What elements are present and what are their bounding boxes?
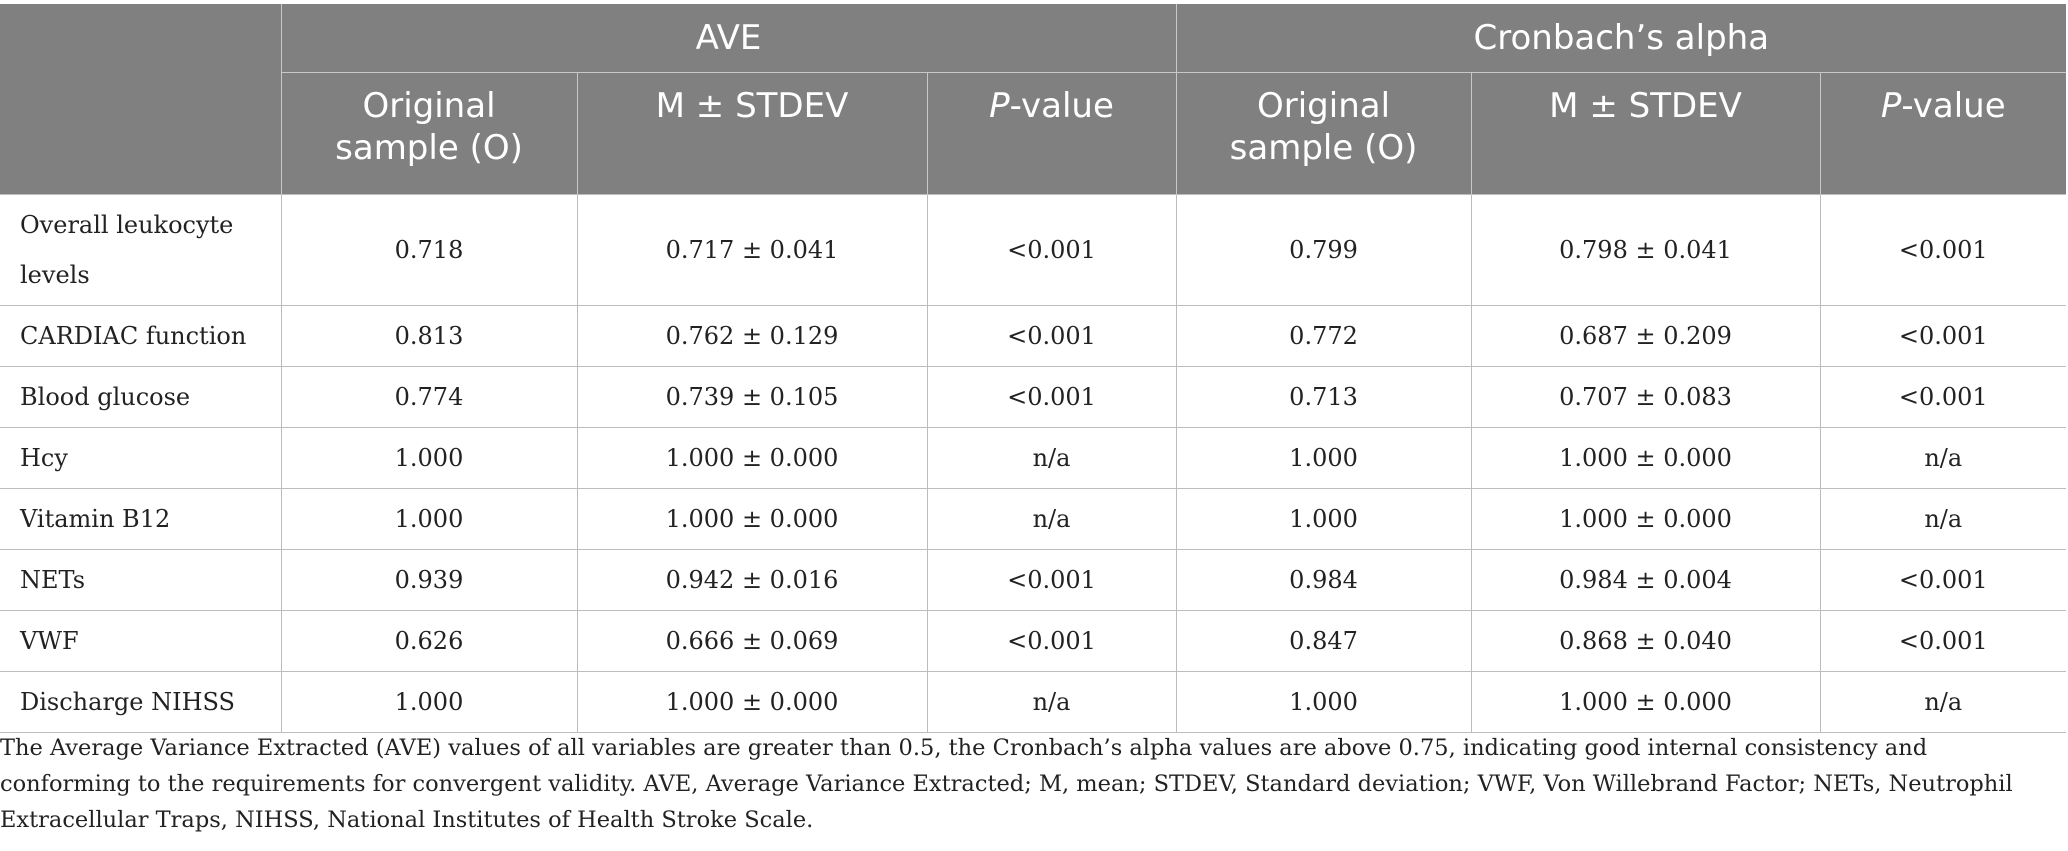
alpha-original-value: 0.772: [1175, 305, 1472, 367]
table-row: Blood glucose 0.774 0.739 ± 0.105 <0.001…: [0, 366, 2067, 428]
header-original-line1: Original: [362, 86, 496, 126]
ave-mean-stdev-value: 0.666 ± 0.069: [576, 610, 928, 672]
alpha-p-value: <0.001: [1819, 610, 2067, 672]
header-group-row: AVE Cronbach’s alpha: [0, 4, 2067, 73]
table-row: VWF 0.626 0.666 ± 0.069 <0.001 0.847 0.8…: [0, 610, 2067, 672]
alpha-mean-stdev-value: 0.798 ± 0.041: [1470, 194, 1821, 306]
header-corner-cell: [0, 4, 282, 73]
ave-p-value: n/a: [926, 671, 1177, 733]
ave-p-value: n/a: [926, 427, 1177, 489]
ave-p-value: n/a: [926, 488, 1177, 550]
alpha-mean-stdev-value: 0.687 ± 0.209: [1470, 305, 1821, 367]
ave-p-value: <0.001: [926, 366, 1177, 428]
table-row: Vitamin B12 1.000 1.000 ± 0.000 n/a 1.00…: [0, 488, 2067, 550]
table-row: Discharge NIHSS 1.000 1.000 ± 0.000 n/a …: [0, 671, 2067, 733]
ave-mean-stdev-value: 0.762 ± 0.129: [576, 305, 928, 367]
alpha-mean-stdev-value: 0.707 ± 0.083: [1470, 366, 1821, 428]
alpha-mean-stdev-value: 0.868 ± 0.040: [1470, 610, 1821, 672]
header-alpha-p-value: P-value: [1819, 72, 2067, 195]
row-label: Hcy: [0, 427, 282, 489]
ave-mean-stdev-value: 0.717 ± 0.041: [576, 194, 928, 306]
alpha-mean-stdev-value: 1.000 ± 0.000: [1470, 427, 1821, 489]
alpha-original-value: 1.000: [1175, 671, 1472, 733]
alpha-original-value: 0.984: [1175, 549, 1472, 611]
header-p-rest: -value: [1901, 86, 2006, 126]
header-original-line2: sample (O): [335, 128, 523, 168]
ave-original-value: 0.626: [280, 610, 578, 672]
header-p-rest: -value: [1009, 86, 1114, 126]
ave-original-value: 1.000: [280, 488, 578, 550]
ave-original-value: 0.774: [280, 366, 578, 428]
alpha-mean-stdev-value: 0.984 ± 0.004: [1470, 549, 1821, 611]
ave-original-value: 1.000: [280, 671, 578, 733]
validity-table: AVE Cronbach’s alpha Original sample (O) …: [0, 4, 2067, 733]
table-body: Overall leukocyte levels 0.718 0.717 ± 0…: [0, 194, 2067, 733]
alpha-p-value: <0.001: [1819, 366, 2067, 428]
header-ave-mean-stdev: M ± STDEV: [576, 72, 928, 195]
table-row: CARDIAC function 0.813 0.762 ± 0.129 <0.…: [0, 305, 2067, 367]
row-label: NETs: [0, 549, 282, 611]
ave-p-value: <0.001: [926, 194, 1177, 306]
alpha-p-value: <0.001: [1819, 305, 2067, 367]
row-label: Blood glucose: [0, 366, 282, 428]
alpha-p-value: <0.001: [1819, 549, 2067, 611]
row-label: Overall leukocyte levels: [0, 194, 282, 306]
table-header: AVE Cronbach’s alpha Original sample (O) …: [0, 4, 2067, 195]
ave-p-value: <0.001: [926, 610, 1177, 672]
alpha-mean-stdev-value: 1.000 ± 0.000: [1470, 488, 1821, 550]
table-footnote: The Average Variance Extracted (AVE) val…: [0, 735, 2013, 833]
table-container: AVE Cronbach’s alpha Original sample (O) …: [0, 4, 2067, 733]
alpha-original-value: 1.000: [1175, 427, 1472, 489]
header-alpha-mean-stdev: M ± STDEV: [1470, 72, 1821, 195]
header-p-italic: P: [989, 86, 1010, 126]
header-alpha-original-sample: Original sample (O): [1175, 72, 1472, 195]
alpha-p-value: <0.001: [1819, 194, 2067, 306]
row-label: Discharge NIHSS: [0, 671, 282, 733]
ave-mean-stdev-value: 1.000 ± 0.000: [576, 488, 928, 550]
alpha-original-value: 0.713: [1175, 366, 1472, 428]
ave-p-value: <0.001: [926, 305, 1177, 367]
header-original-line1: Original: [1257, 86, 1391, 126]
header-ave-original-sample: Original sample (O): [280, 72, 578, 195]
header-original-line2: sample (O): [1229, 128, 1418, 168]
header-group-ave: AVE: [280, 4, 1177, 73]
ave-mean-stdev-value: 0.739 ± 0.105: [576, 366, 928, 428]
header-p-italic: P: [1880, 86, 1902, 126]
table-row: Hcy 1.000 1.000 ± 0.000 n/a 1.000 1.000 …: [0, 427, 2067, 489]
ave-original-value: 1.000: [280, 427, 578, 489]
table-row: NETs 0.939 0.942 ± 0.016 <0.001 0.984 0.…: [0, 549, 2067, 611]
ave-original-value: 0.813: [280, 305, 578, 367]
header-sub-row: Original sample (O) M ± STDEV P-value Ori…: [0, 72, 2067, 195]
row-label: VWF: [0, 610, 282, 672]
ave-original-value: 0.718: [280, 194, 578, 306]
alpha-p-value: n/a: [1819, 488, 2067, 550]
ave-original-value: 0.939: [280, 549, 578, 611]
table-row: Overall leukocyte levels 0.718 0.717 ± 0…: [0, 194, 2067, 306]
alpha-p-value: n/a: [1819, 427, 2067, 489]
header-ave-p-value: P-value: [926, 72, 1177, 195]
alpha-mean-stdev-value: 1.000 ± 0.000: [1470, 671, 1821, 733]
alpha-original-value: 0.799: [1175, 194, 1472, 306]
header-group-cronbach-alpha: Cronbach’s alpha: [1175, 4, 2067, 73]
ave-mean-stdev-value: 1.000 ± 0.000: [576, 671, 928, 733]
ave-p-value: <0.001: [926, 549, 1177, 611]
alpha-p-value: n/a: [1819, 671, 2067, 733]
ave-mean-stdev-value: 1.000 ± 0.000: [576, 427, 928, 489]
ave-mean-stdev-value: 0.942 ± 0.016: [576, 549, 928, 611]
alpha-original-value: 0.847: [1175, 610, 1472, 672]
alpha-original-value: 1.000: [1175, 488, 1472, 550]
row-label: CARDIAC function: [0, 305, 282, 367]
row-label: Vitamin B12: [0, 488, 282, 550]
header-corner-cell-lower: [0, 72, 282, 195]
